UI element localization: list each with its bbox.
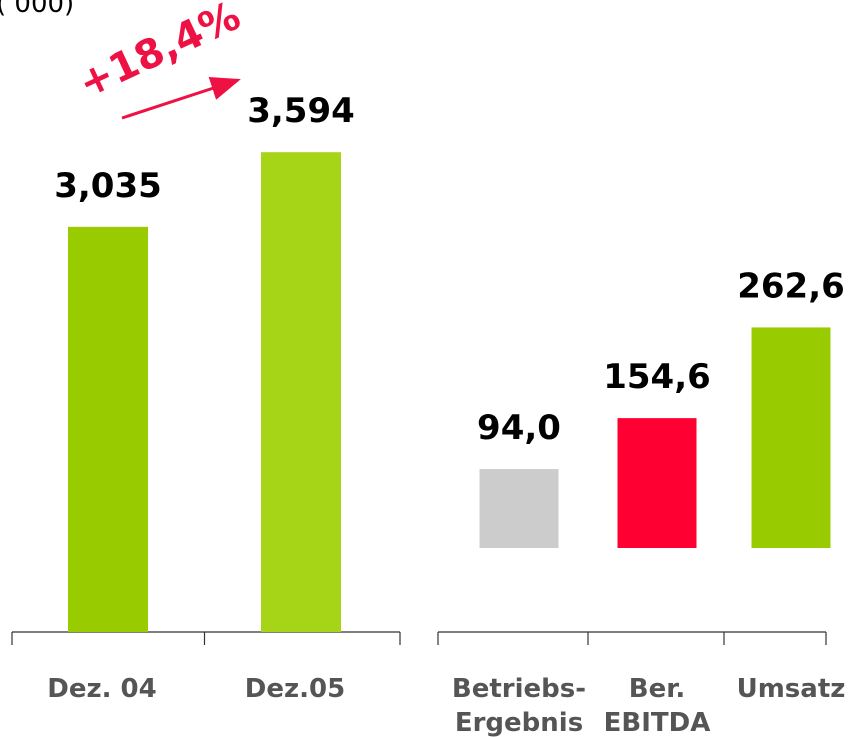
x-tick-label: Ber. bbox=[629, 674, 685, 704]
value-label: 3,035 bbox=[54, 166, 162, 206]
bar bbox=[751, 327, 831, 548]
x-tick-label: Dez. 04 bbox=[47, 674, 156, 704]
value-label: 94,0 bbox=[477, 408, 561, 448]
bar bbox=[68, 226, 148, 632]
x-tick-label: EBITDA bbox=[604, 708, 711, 737]
x-tick-label: Betriebs- bbox=[452, 674, 586, 704]
bar bbox=[261, 152, 341, 633]
value-label: 3,594 bbox=[247, 91, 355, 131]
growth-arrow bbox=[121, 77, 241, 120]
bar bbox=[479, 469, 559, 548]
value-label: 154,6 bbox=[603, 357, 711, 397]
x-tick-label: Ergebnis bbox=[455, 708, 583, 737]
growth-annotation: +18,4% bbox=[72, 0, 248, 107]
bar bbox=[617, 418, 697, 548]
x-tick-label: Dez.05 bbox=[245, 674, 345, 704]
value-label: 262,6 bbox=[737, 266, 845, 306]
x-tick-label: Umsatz bbox=[737, 674, 846, 704]
subtitle: (’000) bbox=[0, 0, 74, 19]
